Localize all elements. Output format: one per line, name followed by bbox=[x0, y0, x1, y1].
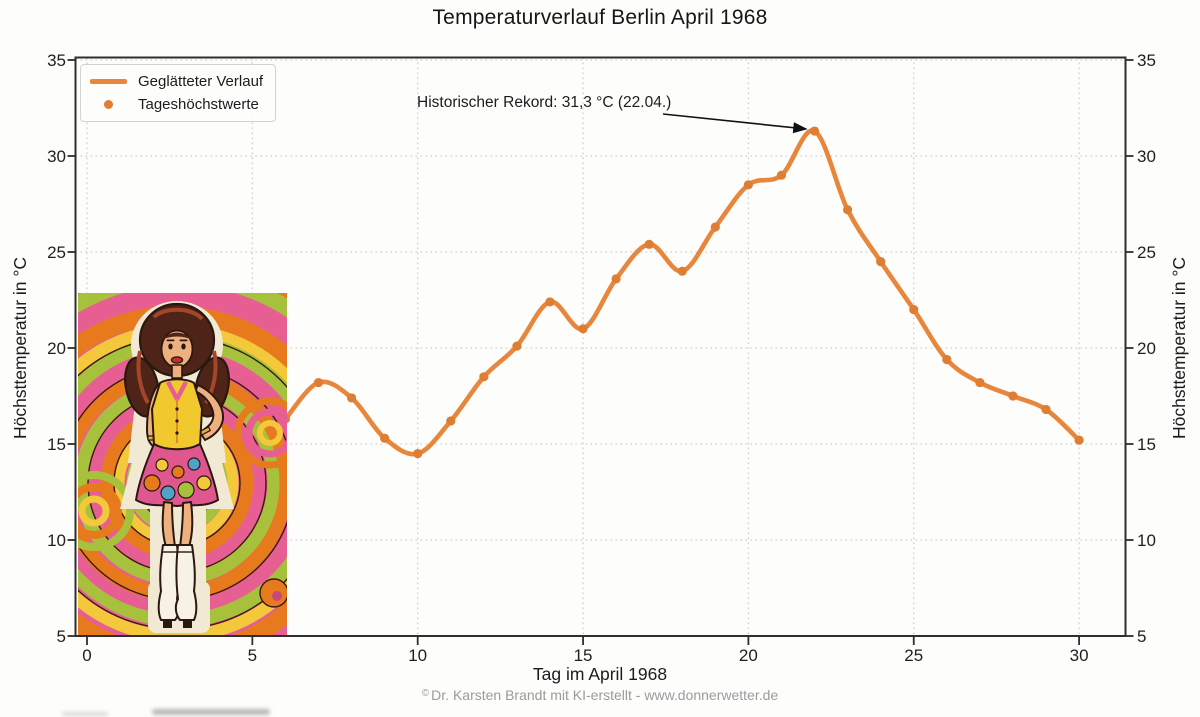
y-tick-label-left-5: 5 bbox=[56, 626, 66, 646]
copyright-symbol: © bbox=[421, 688, 430, 699]
data-point-day-23 bbox=[843, 205, 853, 215]
credit-text: Dr. Karsten Brandt mit KI-erstellt - www… bbox=[431, 687, 779, 703]
x-tick-label-20: 20 bbox=[738, 646, 758, 665]
scan-artifact bbox=[152, 709, 270, 715]
data-point-day-7 bbox=[313, 377, 324, 388]
record-annotation: Historischer Rekord: 31,3 °C (22.04.) bbox=[417, 94, 672, 111]
data-point-day-10 bbox=[413, 449, 423, 459]
data-point-day-13 bbox=[512, 341, 522, 351]
pop-art-graphic bbox=[78, 293, 287, 636]
y-tick-label-right-10: 10 bbox=[1137, 530, 1156, 550]
legend: Geglätteter Verlauf Tageshöchstwerte bbox=[80, 64, 277, 122]
y-tick-label-left-20: 20 bbox=[47, 338, 66, 358]
x-tick-label-5: 5 bbox=[247, 646, 258, 665]
psychedelic-woman-illustration bbox=[78, 293, 287, 636]
y-tick-label-left-25: 25 bbox=[47, 242, 66, 262]
data-point-day-11 bbox=[446, 416, 456, 426]
data-point-day-16 bbox=[611, 274, 621, 284]
data-point-day-27 bbox=[975, 377, 985, 388]
temperature-curve bbox=[280, 126, 1084, 459]
x-tick-label-25: 25 bbox=[904, 646, 924, 665]
legend-item-smoothed: Geglätteter Verlauf bbox=[90, 70, 263, 93]
data-point-day-8 bbox=[346, 393, 357, 403]
data-point-day-15 bbox=[578, 324, 588, 334]
data-point-day-17 bbox=[644, 239, 654, 249]
data-point-day-28 bbox=[1008, 391, 1018, 401]
data-point-day-14 bbox=[545, 297, 555, 307]
data-point-day-9 bbox=[380, 433, 390, 443]
legend-label: Geglätteter Verlauf bbox=[138, 73, 264, 90]
x-axis-label: Tag im April 1968 bbox=[532, 664, 668, 684]
x-tick-label-10: 10 bbox=[408, 646, 428, 665]
data-point-day-18 bbox=[677, 266, 687, 276]
legend-item-daily-max: Tageshöchstwerte bbox=[90, 93, 263, 116]
legend-line-swatch bbox=[90, 79, 127, 84]
data-point-day-25 bbox=[909, 305, 919, 315]
data-point-day-29 bbox=[1041, 404, 1051, 415]
legend-dot-swatch bbox=[90, 100, 127, 109]
legend-label: Tageshöchstwerte bbox=[138, 96, 259, 113]
y-tick-label-left-35: 35 bbox=[47, 50, 66, 70]
credit-line: © Dr. Karsten Brandt mit KI-erstellt - ww… bbox=[0, 687, 1200, 703]
data-point-day-26 bbox=[942, 354, 952, 365]
y-tick-label-left-10: 10 bbox=[47, 530, 66, 550]
data-point-day-30 bbox=[1074, 435, 1084, 445]
y-tick-label-right-5: 5 bbox=[1137, 626, 1147, 646]
scan-artifact bbox=[62, 712, 108, 716]
data-point-day-21 bbox=[776, 170, 787, 180]
smoothed-line bbox=[283, 128, 1082, 457]
y-tick-label-right-30: 30 bbox=[1137, 146, 1156, 166]
y-tick-label-right-15: 15 bbox=[1137, 434, 1156, 454]
data-point-day-20 bbox=[743, 180, 754, 190]
x-tick-label-0: 0 bbox=[82, 646, 92, 665]
data-point-day-12 bbox=[479, 372, 489, 382]
annotation-arrow bbox=[662, 113, 808, 134]
x-tick-label-30: 30 bbox=[1069, 646, 1089, 665]
y-tick-label-right-35: 35 bbox=[1137, 50, 1156, 70]
data-point-day-19 bbox=[710, 222, 720, 232]
data-point-day-24 bbox=[876, 257, 886, 267]
y-tick-label-right-20: 20 bbox=[1137, 338, 1156, 358]
data-point-day-22 bbox=[809, 126, 820, 136]
chart-title: Temperaturverlauf Berlin April 1968 bbox=[432, 6, 768, 29]
x-tick-label-15: 15 bbox=[573, 646, 593, 665]
y-tick-label-right-25: 25 bbox=[1137, 242, 1156, 262]
y-tick-label-left-30: 30 bbox=[47, 146, 66, 166]
y-tick-label-left-15: 15 bbox=[47, 434, 66, 454]
